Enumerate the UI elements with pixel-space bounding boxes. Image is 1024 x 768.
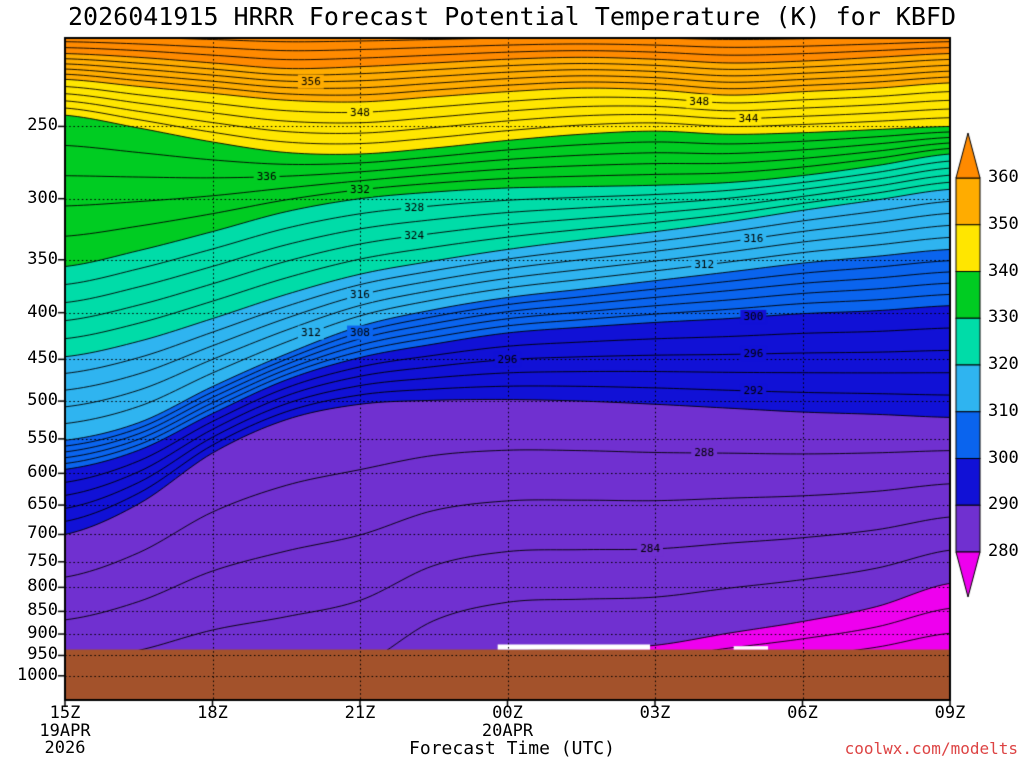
y-tick-label: 350 [27,248,58,269]
y-tick-label: 700 [27,523,58,544]
x-tick-label: 15Z [49,703,81,723]
x-tick-label: 00Z [492,703,523,723]
x-tick-label: 18Z [197,703,228,723]
x-axis-title: Forecast Time (UTC) [409,738,615,759]
colorbar-tick-label: 280 [988,541,1019,561]
y-tick-label: 800 [27,576,58,597]
x-date-label: 2026 [44,738,86,758]
y-tick-label: 850 [27,600,58,621]
colorbar-tick-label: 340 [988,260,1019,281]
colorbar-tick-label: 320 [988,354,1019,374]
y-tick-label: 650 [27,494,58,515]
y-tick-label: 750 [27,550,58,571]
x-tick-label: 06Z [787,703,818,723]
colorbar-tick-label: 310 [988,400,1019,421]
colorbar-tick-label: 350 [988,213,1019,234]
y-tick-label: 600 [27,462,58,483]
x-tick-label: 03Z [639,703,671,723]
colorbar-tick-label: 300 [988,447,1019,468]
x-date-label: 20APR [481,721,534,741]
y-tick-label: 1000 [17,664,58,685]
y-tick-label: 450 [27,348,58,369]
colorbar-tick-label: 330 [988,307,1019,328]
x-tick-label: 09Z [934,703,966,723]
y-tick-label: 950 [27,644,58,665]
x-date-label: 19APR [39,721,91,741]
y-tick-label: 400 [27,301,58,322]
colorbar-tick-label: 290 [988,494,1019,515]
y-tick-label: 900 [27,623,58,644]
colorbar-tick-label: 360 [988,167,1019,187]
y-tick-label: 300 [27,187,58,208]
x-tick-label: 21Z [344,703,376,723]
y-tick-label: 250 [27,115,58,136]
watermark: coolwx.com/modelts [844,739,1018,758]
y-tick-label: 500 [27,390,58,411]
y-tick-label: 550 [27,427,58,448]
chart-title: 2026041915 HRRR Forecast Potential Tempe… [67,2,957,31]
